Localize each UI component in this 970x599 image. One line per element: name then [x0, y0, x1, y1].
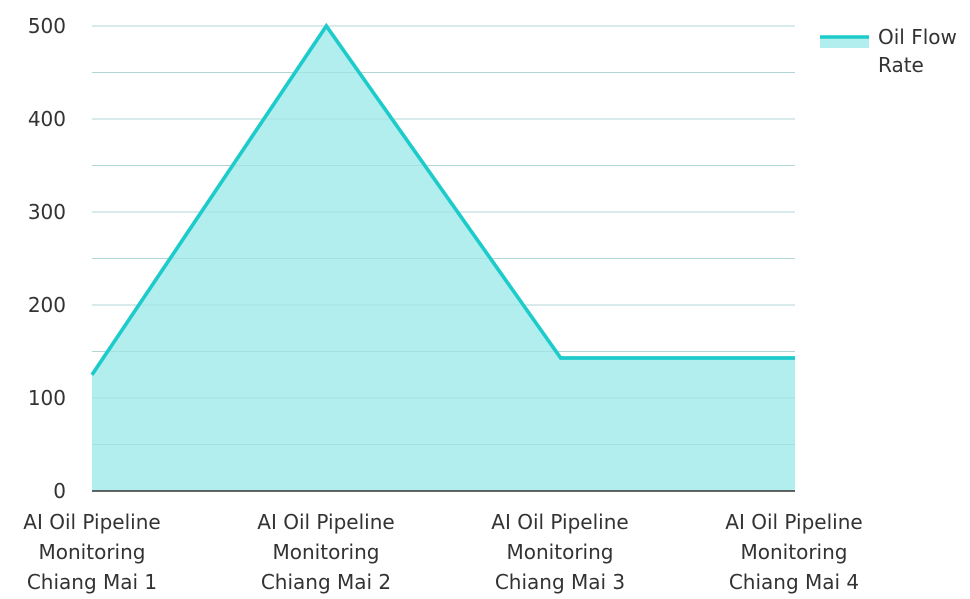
- y-tick-label: 0: [53, 479, 66, 503]
- legend-swatch-fill: [820, 37, 869, 48]
- x-tick-label: AI Oil Pipeline Monitoring Chiang Mai 2: [257, 510, 394, 594]
- x-tick-label: AI Oil Pipeline Monitoring Chiang Mai 3: [491, 510, 628, 594]
- legend-label: Oil Flow Rate: [878, 25, 957, 77]
- x-axis: AI Oil Pipeline Monitoring Chiang Mai 1 AI …: [23, 490, 863, 594]
- y-tick-label: 100: [28, 386, 66, 410]
- legend: Oil Flow Rate: [820, 25, 957, 77]
- y-tick-label: 400: [28, 107, 66, 131]
- x-tick-label: AI Oil Pipeline Monitoring Chiang Mai 4: [725, 510, 862, 594]
- area-series: [90, 22, 796, 491]
- y-tick-label: 300: [28, 200, 66, 224]
- series-line-top-0: [90, 22, 795, 376]
- y-tick-label: 500: [28, 14, 66, 38]
- y-tick-label: 200: [28, 293, 66, 317]
- y-axis: 0 100 200 300 400 500: [28, 14, 66, 503]
- x-tick-label: AI Oil Pipeline Monitoring Chiang Mai 1: [23, 510, 160, 594]
